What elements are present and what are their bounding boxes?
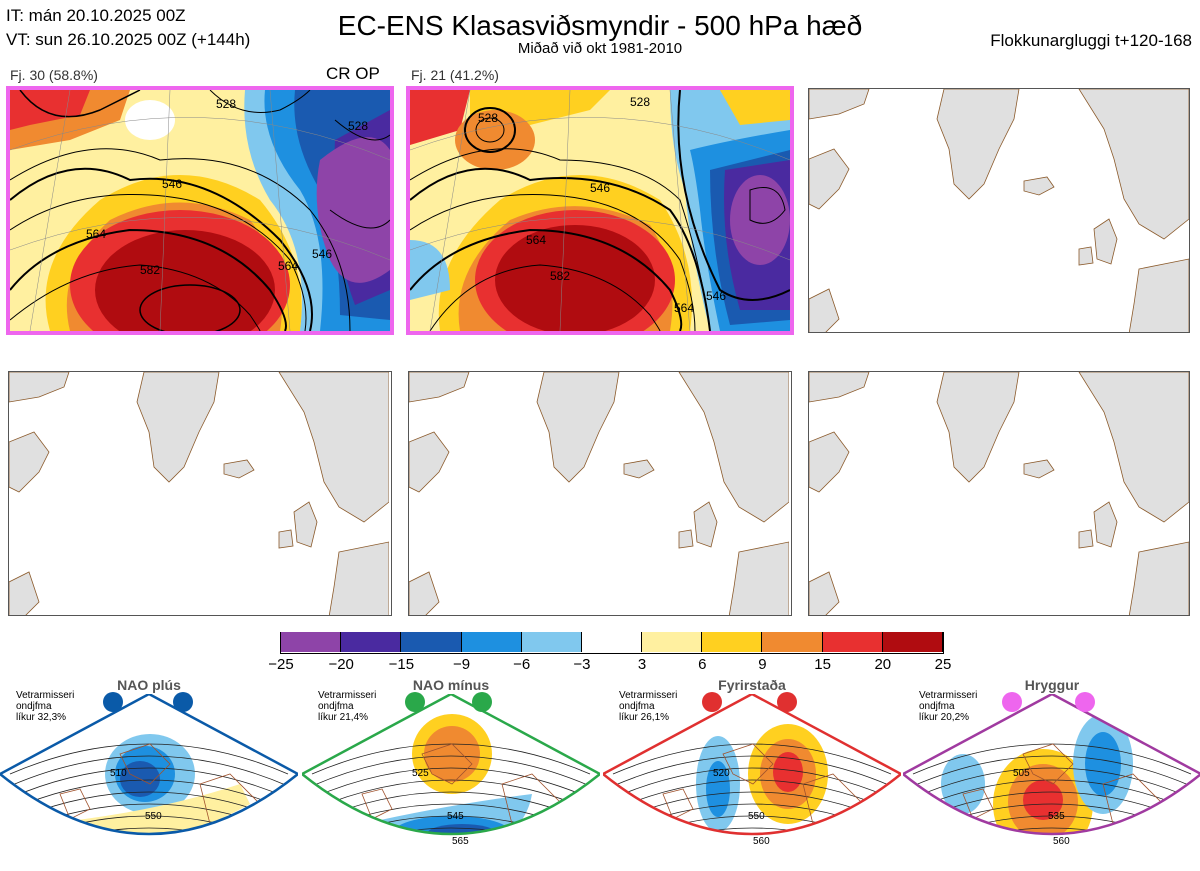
contour-label: 528 bbox=[630, 95, 650, 109]
regime-info-line: Vetrarmisseri bbox=[919, 690, 978, 701]
regime-title: Hryggur bbox=[1024, 677, 1080, 693]
colorbar-tick-label: −9 bbox=[452, 656, 471, 673]
regime-info-line: Vetrarmisseri bbox=[318, 690, 377, 701]
colorbar-cell bbox=[642, 632, 703, 652]
contour-label: 564 bbox=[86, 227, 106, 241]
colorbar-tick-label: 6 bbox=[698, 656, 707, 673]
colorbar-cell bbox=[822, 632, 883, 652]
empty-map-6[interactable] bbox=[808, 371, 1190, 616]
regime-contour-label: 520 bbox=[713, 768, 730, 779]
regime-contour-label: 560 bbox=[1053, 836, 1070, 847]
regime-contour-label: 550 bbox=[145, 811, 162, 822]
page-title: EC-ENS Klasasviðsmyndir - 500 hPa hæð bbox=[337, 10, 863, 41]
colorbar-cell bbox=[461, 632, 522, 652]
regime-map: 525 545 565 bbox=[302, 694, 600, 847]
colorbar-tick-label: −20 bbox=[328, 656, 354, 673]
empty-map-5[interactable] bbox=[408, 371, 792, 616]
contour-label: 528 bbox=[478, 111, 498, 125]
colorbar-cell bbox=[882, 632, 943, 652]
regime-info-line: ondjfma bbox=[318, 701, 354, 712]
contour-label: 582 bbox=[550, 269, 570, 283]
regime-contour-label: 560 bbox=[753, 836, 770, 847]
colorbar-tick-label: 3 bbox=[637, 656, 647, 673]
colorbar-tick-label: −3 bbox=[573, 656, 591, 673]
regime-marker-dot bbox=[777, 692, 797, 712]
cluster-1-label: Fj. 30 (58.8%) bbox=[10, 67, 98, 83]
cluster-2-map[interactable]: 546 564 582 546 564 528 528 bbox=[406, 86, 794, 335]
contour-label: 528 bbox=[216, 97, 236, 111]
regime-map: 510 550 bbox=[0, 694, 298, 836]
contour-label: 546 bbox=[312, 247, 332, 261]
contour-label: 582 bbox=[140, 263, 160, 277]
colorbar-tick-label: −6 bbox=[513, 656, 531, 673]
regime-contour-label: 550 bbox=[748, 811, 765, 822]
contour-label: 528 bbox=[348, 119, 368, 133]
colorbar-tick-label: 9 bbox=[758, 656, 767, 673]
contour-label: 546 bbox=[162, 177, 182, 191]
regime-marker-dot bbox=[472, 692, 492, 712]
regime-info-line: líkur 21,4% bbox=[318, 712, 369, 723]
colorbar-cell bbox=[521, 632, 582, 652]
valid-time: VT: sun 26.10.2025 00Z (+144h) bbox=[6, 30, 251, 49]
cluster-1-anomaly-field: 546 564 582 546 564 528 528 bbox=[10, 90, 390, 331]
colorbar-tick-label: 25 bbox=[934, 656, 952, 673]
regime-contour-label: 545 bbox=[447, 811, 464, 822]
regime-info: Vetrarmisseri ondjfma líkur 20,2% bbox=[919, 690, 977, 723]
regime-info-line: ondjfma bbox=[919, 701, 955, 712]
regime-map: 505 535 560 bbox=[903, 694, 1200, 847]
regime-marker-dot bbox=[103, 692, 123, 712]
colorbar-tick-label: 15 bbox=[814, 656, 831, 673]
init-time: IT: mán 20.10.2025 00Z bbox=[6, 6, 186, 25]
regime-info-line: ondjfma bbox=[16, 701, 52, 712]
colorbar-cell bbox=[401, 632, 462, 652]
regime-info: Vetrarmisseri ondjfma líkur 32,3% bbox=[16, 690, 74, 723]
contour-label: 564 bbox=[674, 301, 694, 315]
colorbar-tick-label: −15 bbox=[388, 656, 415, 673]
regime-map: 520 550 560 bbox=[603, 694, 901, 847]
regime-info: Vetrarmisseri ondjfma líkur 21,4% bbox=[318, 690, 376, 723]
regime-info-line: líkur 26,1% bbox=[619, 712, 670, 723]
regime-marker-dot bbox=[1002, 692, 1022, 712]
regime-title: Fyrirstaða bbox=[718, 677, 786, 693]
cluster-2-label: Fj. 21 (41.2%) bbox=[411, 67, 499, 83]
colorbar-tick-label: 20 bbox=[874, 656, 892, 673]
regime-marker-dot bbox=[1075, 692, 1095, 712]
contour-label: 564 bbox=[526, 233, 546, 247]
colorbar-cell bbox=[762, 632, 823, 652]
colorbar-cell bbox=[281, 632, 342, 652]
colorbar-cell bbox=[341, 632, 402, 652]
colorbar-cell bbox=[581, 632, 643, 652]
regime-info-line: Vetrarmisseri bbox=[619, 690, 678, 701]
regime-contour-label: 505 bbox=[1013, 768, 1030, 779]
cluster-1-map[interactable]: 546 564 582 546 564 528 528 bbox=[6, 86, 394, 335]
cluster-window: Flokkunargluggi t+120-168 bbox=[990, 31, 1192, 50]
regime-info: Vetrarmisseri ondjfma líkur 26,1% bbox=[619, 690, 677, 723]
colorbar-tick-label: −25 bbox=[268, 656, 294, 673]
regime-info-line: Vetrarmisseri bbox=[16, 690, 75, 701]
regime-marker-dot bbox=[405, 692, 425, 712]
regime-info-line: líkur 20,2% bbox=[919, 712, 970, 723]
colorbar-cell bbox=[702, 632, 763, 652]
regime-contour-label: 525 bbox=[412, 768, 429, 779]
regime-title: NAO plús bbox=[117, 677, 181, 693]
cluster-1-tag: CR OP bbox=[326, 64, 380, 83]
regime-marker-dot bbox=[173, 692, 193, 712]
regime-info-line: líkur 32,3% bbox=[16, 712, 67, 723]
regime-title: NAO mínus bbox=[412, 677, 490, 693]
contour-label: 546 bbox=[706, 289, 726, 303]
cluster-2-anomaly-field: 546 564 582 546 564 528 528 bbox=[410, 90, 790, 331]
contour-label: 564 bbox=[278, 259, 298, 273]
empty-map-4[interactable] bbox=[8, 371, 392, 616]
regime-contour-label: 510 bbox=[110, 768, 127, 779]
empty-map-3[interactable] bbox=[808, 88, 1190, 333]
regime-contour-label: 535 bbox=[1048, 811, 1065, 822]
regime-marker-dot bbox=[702, 692, 722, 712]
page-subtitle: Miðað við okt 1981-2010 bbox=[517, 40, 683, 57]
contour-label: 546 bbox=[590, 181, 610, 195]
regime-contour-label: 565 bbox=[452, 836, 469, 847]
regime-info-line: ondjfma bbox=[619, 701, 655, 712]
